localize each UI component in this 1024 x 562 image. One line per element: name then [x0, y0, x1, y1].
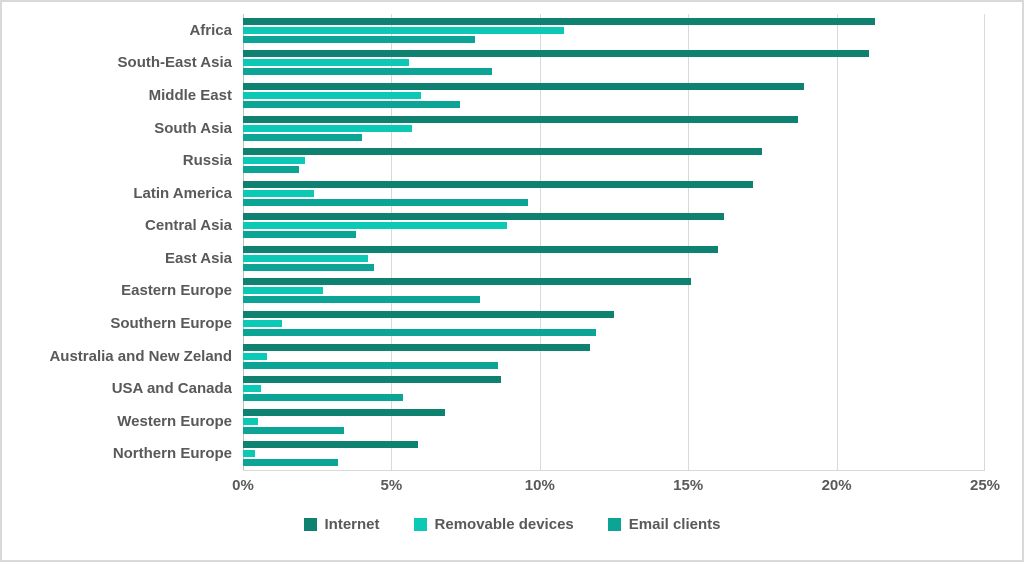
x-tick-label: 25% — [969, 477, 1001, 494]
bar-removable-devices — [243, 352, 267, 360]
bar-removable-devices — [243, 319, 282, 327]
x-tick-label: 10% — [524, 477, 555, 494]
bar-internet — [243, 148, 763, 156]
bar-internet — [243, 310, 614, 318]
category-label: Western Europe — [117, 412, 232, 430]
bar-email-clients — [243, 296, 481, 304]
bar-removable-devices — [243, 450, 255, 458]
bar-removable-devices — [243, 287, 324, 295]
bar-email-clients — [243, 68, 493, 76]
x-tick-label: 20% — [821, 477, 852, 494]
bar-removable-devices — [243, 189, 315, 197]
legend-label: Removable devices — [434, 516, 574, 533]
bar-removable-devices — [243, 59, 410, 67]
bar-chart: Africa South-East Asia Middle East South As… — [2, 14, 1022, 499]
category-label: Middle East — [148, 86, 232, 104]
category-label: Latin America — [133, 184, 232, 202]
bar-group — [243, 112, 985, 145]
x-axis-tick-labels: 0% 5% 10% 15% 20% 25% — [232, 477, 1000, 499]
category-axis-labels: Africa South-East Asia Middle East South As… — [2, 14, 243, 470]
category-label: South Asia — [154, 119, 232, 137]
legend-swatch-icon — [607, 518, 621, 531]
category-label: USA and Canada — [111, 380, 232, 398]
bar-removable-devices — [243, 157, 306, 165]
category-label: East Asia — [165, 249, 232, 267]
bar-internet — [243, 180, 754, 188]
bar-email-clients — [243, 459, 338, 467]
bar-group — [243, 405, 985, 438]
bar-email-clients — [243, 133, 362, 141]
bar-email-clients — [243, 35, 475, 43]
bar-email-clients — [243, 263, 374, 271]
bar-email-clients — [243, 426, 344, 434]
gridline — [539, 14, 541, 470]
bar-email-clients — [243, 361, 499, 369]
bar-group — [243, 275, 985, 308]
bar-internet — [243, 245, 718, 253]
gridline — [688, 14, 690, 470]
chart-legend: Internet Removable devices Email clients — [2, 516, 1022, 533]
bar-removable-devices — [243, 124, 413, 132]
bar-internet — [243, 441, 419, 449]
bar-group — [243, 177, 985, 210]
legend-label: Email clients — [628, 516, 721, 533]
bar-internet — [243, 278, 692, 286]
legend-item-internet: Internet — [303, 516, 380, 533]
bar-email-clients — [243, 328, 597, 336]
plot-area — [243, 14, 985, 471]
bar-removable-devices — [243, 385, 261, 393]
bar-group — [243, 242, 985, 275]
bar-group — [243, 209, 985, 242]
bar-internet — [243, 115, 799, 123]
gridline — [391, 14, 393, 470]
category-label: Eastern Europe — [121, 282, 232, 300]
bar-internet — [243, 213, 724, 221]
x-tick-label: 0% — [232, 477, 254, 494]
legend-item-email-clients: Email clients — [607, 516, 721, 533]
bar-email-clients — [243, 231, 356, 239]
bar-internet — [243, 17, 876, 25]
category-label: Northern Europe — [112, 445, 232, 463]
category-label: Central Asia — [145, 217, 232, 235]
bar-rows — [243, 14, 985, 470]
plot-wrap: 0% 5% 10% 15% 20% 25% — [232, 14, 1000, 499]
bar-group — [243, 144, 985, 177]
bar-email-clients — [243, 100, 460, 108]
bar-group — [243, 79, 985, 112]
bar-internet — [243, 50, 870, 58]
x-tick-label: 15% — [673, 477, 704, 494]
bar-email-clients — [243, 198, 528, 206]
bar-group — [243, 14, 985, 47]
bar-group — [243, 47, 985, 80]
category-label: Africa — [189, 21, 232, 39]
gridline — [836, 14, 838, 470]
bar-group — [243, 372, 985, 405]
legend-swatch-icon — [303, 518, 317, 531]
legend-label: Internet — [324, 516, 380, 533]
category-label: Southern Europe — [110, 314, 232, 332]
legend-swatch-icon — [413, 518, 427, 531]
category-axis-line — [243, 14, 244, 470]
bar-internet — [243, 408, 445, 416]
bar-group — [243, 340, 985, 373]
category-label: South-East Asia — [117, 54, 232, 72]
bar-email-clients — [243, 166, 300, 174]
bar-internet — [243, 82, 804, 90]
bar-removable-devices — [243, 254, 368, 262]
bar-removable-devices — [243, 222, 508, 230]
bar-removable-devices — [243, 26, 564, 34]
category-label: Australia and New Zeland — [49, 347, 232, 365]
bar-email-clients — [243, 394, 404, 402]
bar-internet — [243, 343, 591, 351]
bar-removable-devices — [243, 91, 422, 99]
bar-removable-devices — [243, 417, 258, 425]
bar-group — [243, 307, 985, 340]
legend-item-removable-devices: Removable devices — [413, 516, 574, 533]
category-label: Russia — [182, 152, 232, 170]
bar-group — [243, 438, 985, 471]
gridline — [984, 14, 985, 470]
x-tick-label: 5% — [380, 477, 403, 494]
bar-internet — [243, 376, 502, 384]
